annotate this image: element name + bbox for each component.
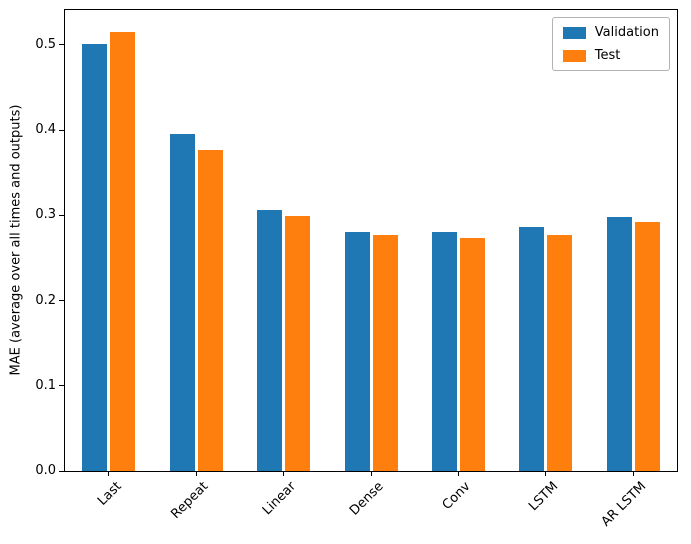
y-tick-label: 0.2 (35, 292, 56, 308)
legend: Validation Test (551, 17, 670, 71)
x-tick (632, 472, 634, 476)
bar-test (110, 32, 136, 471)
x-tick-label: LSTM (526, 479, 562, 515)
x-tick (195, 472, 197, 476)
bar-validation (606, 217, 632, 471)
x-tick (108, 472, 110, 476)
bar-test (634, 222, 660, 471)
y-tick (59, 470, 64, 472)
bar-test (547, 234, 573, 471)
y-tick (59, 214, 64, 216)
bar-test (197, 149, 223, 471)
y-tick (59, 300, 64, 302)
bar-validation (344, 232, 370, 471)
bar-validation (257, 210, 283, 471)
x-tick-label: Linear (260, 479, 300, 519)
legend-swatch (562, 26, 586, 39)
bar-validation (431, 232, 457, 471)
y-tick-label: 0.0 (35, 463, 56, 478)
bar-test (372, 234, 398, 471)
plot-area: Validation Test 0.0 0.1 0.2 0.3 0.4 0.5 Last Re… (35, 9, 678, 530)
legend-swatch (562, 49, 586, 62)
x-tick-label: Repeat (168, 479, 212, 522)
x-tick (370, 472, 372, 476)
y-tick-label: 0.4 (35, 122, 56, 138)
bar-validation (519, 227, 545, 471)
x-tick-label: Conv (440, 479, 475, 513)
y-axis-label: MAE (average over all times and outputs) (8, 104, 24, 376)
legend-label-validation: Validation (594, 25, 659, 40)
y-tick (59, 129, 64, 131)
bar-validation (82, 44, 108, 471)
x-tick-label: Dense (346, 479, 387, 519)
x-tick (283, 472, 285, 476)
x-tick-label: AR LSTM (598, 479, 649, 530)
x-tick-label: Last (94, 479, 125, 509)
y-tick-label: 0.5 (35, 36, 56, 52)
x-tick (545, 472, 547, 476)
legend-item-test: Test (562, 48, 659, 63)
legend-item-validation: Validation (562, 25, 659, 40)
y-tick-label: 0.3 (35, 207, 56, 223)
y-tick (59, 385, 64, 387)
bar-validation (169, 134, 195, 471)
x-tick (457, 472, 459, 476)
bar-test (459, 237, 485, 471)
y-tick (59, 44, 64, 46)
y-tick-label: 0.1 (35, 377, 56, 393)
bar-test (285, 216, 311, 471)
legend-label-test: Test (594, 48, 621, 63)
